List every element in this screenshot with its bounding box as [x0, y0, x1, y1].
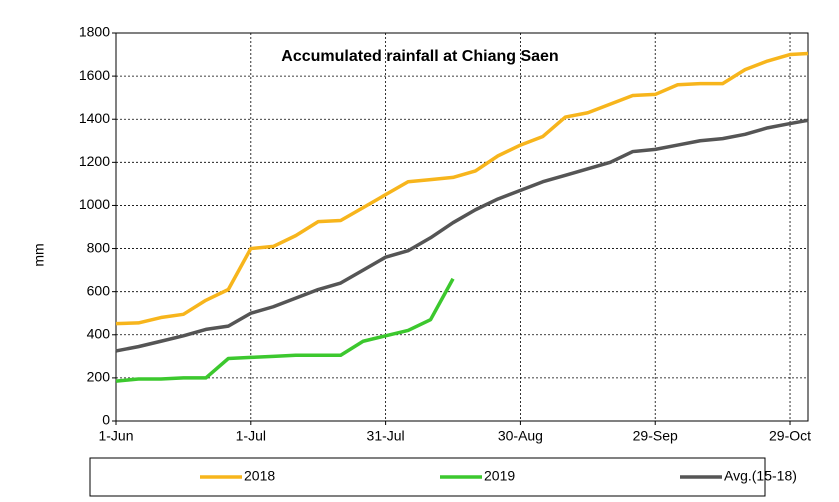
- series-line: [115, 51, 809, 326]
- y-tick-label: 1400: [79, 110, 110, 126]
- y-tick-label: 600: [87, 282, 111, 298]
- plot-frame: [115, 32, 809, 422]
- x-tick-label: 29-Sep: [633, 428, 678, 444]
- series-line: [115, 118, 809, 353]
- y-tick-label: 1200: [79, 153, 110, 169]
- x-tick-label: 1-Jul: [236, 428, 266, 444]
- y-tick-label: 800: [87, 239, 111, 255]
- series-line: [115, 277, 455, 383]
- x-tick-label: 1-Jun: [98, 428, 133, 444]
- x-tick-label: 29-Oct: [769, 428, 811, 444]
- x-tick-label: 31-Jul: [367, 428, 405, 444]
- y-tick-label: 200: [87, 369, 111, 385]
- chart-title: Accumulated rainfall at Chiang Saen: [281, 48, 558, 65]
- y-tick-label: 1000: [79, 196, 110, 212]
- legend-box: [89, 457, 766, 497]
- legend-label: Avg.(15-18): [724, 468, 797, 484]
- y-tick-label: 1600: [79, 67, 110, 83]
- y-axis-label: mm: [31, 243, 47, 266]
- legend-label: 2018: [244, 468, 275, 484]
- y-tick-label: 1800: [79, 24, 110, 40]
- x-tick-label: 30-Aug: [498, 428, 543, 444]
- y-tick-label: 0: [102, 412, 110, 428]
- y-tick-label: 400: [87, 325, 111, 341]
- legend-label: 2019: [484, 468, 515, 484]
